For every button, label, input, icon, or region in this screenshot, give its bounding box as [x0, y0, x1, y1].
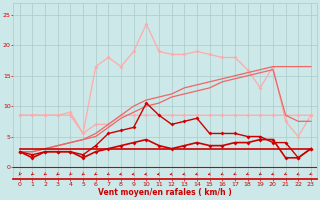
X-axis label: Vent moyen/en rafales ( km/h ): Vent moyen/en rafales ( km/h ) — [99, 188, 232, 197]
